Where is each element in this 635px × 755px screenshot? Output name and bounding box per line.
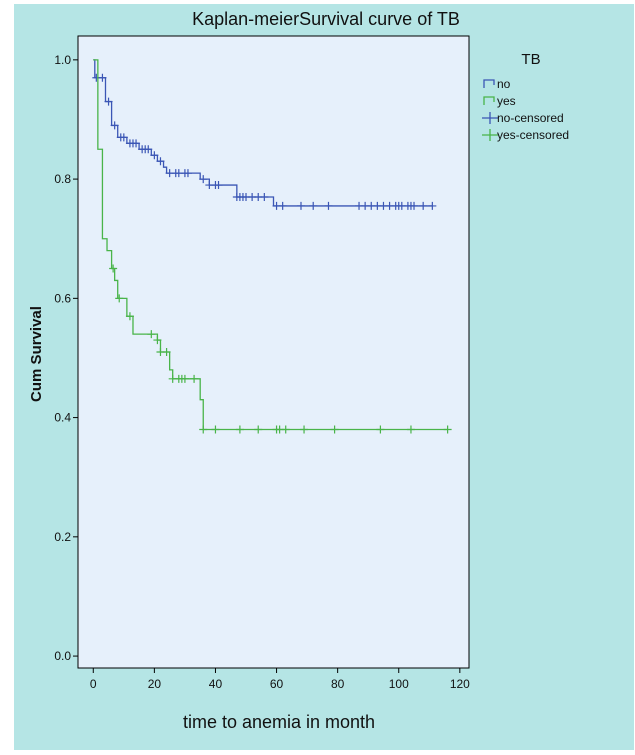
y-axis-label: Cum Survival	[28, 306, 45, 402]
censor-mark-yes	[330, 425, 339, 434]
censor-mark-yes	[376, 425, 385, 434]
y-tick-label: 1.0	[54, 53, 71, 67]
censor-mark-yes	[281, 425, 290, 434]
censor-mark-yes	[153, 336, 162, 345]
legend-swatch-no	[483, 79, 495, 88]
x-tick-label: 80	[331, 677, 345, 691]
x-axis: 0 20 40 60 80 100 120	[90, 668, 470, 691]
censor-mark-yes	[254, 425, 263, 434]
legend-label-yes-censored: yes-censored	[497, 128, 569, 142]
censor-mark-no	[214, 181, 223, 190]
censor-mark-yes	[125, 312, 134, 321]
censor-mark-yes	[406, 425, 415, 434]
censor-mark-no	[199, 175, 208, 184]
censor-mark-yes	[443, 425, 452, 434]
censor-mark-yes	[300, 425, 309, 434]
censor-mark-no	[98, 73, 107, 82]
x-axis-label: time to anemia in month	[183, 712, 375, 732]
chart-title: Kaplan-meierSurvival curve of TB	[192, 9, 460, 29]
legend: TB no yes no-censored yes-censored	[482, 51, 569, 142]
legend-swatch-yes	[483, 96, 495, 105]
censor-mark-yes	[180, 374, 189, 383]
censor-mark-no	[324, 201, 333, 210]
censor-mark-no	[119, 133, 128, 142]
x-tick-label: 120	[450, 677, 470, 691]
censor-mark-no	[132, 139, 141, 148]
x-tick-label: 100	[389, 677, 409, 691]
chart-root: Kaplan-meierSurvival curve of TB 0 20 40 60…	[14, 4, 634, 750]
censor-mark-no	[428, 201, 437, 210]
censor-mark-no	[410, 201, 419, 210]
censor-mark-yes	[235, 425, 244, 434]
censor-mark-yes	[162, 348, 171, 356]
censor-mark-yes	[109, 264, 118, 273]
x-tick-label: 20	[148, 677, 162, 691]
censor-mark-no	[419, 201, 428, 210]
y-axis: 0.0 0.2 0.4 0.6 0.8 1.0	[54, 53, 78, 663]
x-tick-label: 40	[209, 677, 223, 691]
legend-label-yes: yes	[497, 94, 516, 108]
censor-mark-no	[183, 169, 192, 178]
y-tick-label: 0.6	[54, 291, 71, 305]
censor-mark-no	[110, 121, 119, 130]
legend-swatch-no-censored	[482, 112, 498, 124]
x-tick-label: 60	[270, 677, 284, 691]
censor-mark-no	[104, 97, 113, 106]
y-tick-label: 0.4	[54, 411, 71, 425]
legend-label-no: no	[497, 77, 511, 91]
x-tick-label: 0	[90, 677, 97, 691]
censor-mark-yes	[211, 425, 220, 434]
censor-mark-yes	[147, 330, 156, 339]
y-tick-label: 0.8	[54, 172, 71, 186]
censor-mark-no	[296, 201, 305, 210]
censor-mark-no	[150, 151, 159, 160]
legend-title: TB	[521, 51, 540, 68]
censor-mark-no	[144, 145, 153, 154]
censor-mark-yes	[199, 425, 208, 434]
censor-mark-yes	[115, 294, 124, 303]
censor-mark-no	[278, 201, 287, 210]
y-tick-label: 0.0	[54, 649, 71, 663]
censor-mark-no	[260, 192, 269, 201]
censor-mark-no	[309, 201, 318, 210]
censor-mark-yes	[190, 374, 199, 383]
censor-mark-no	[156, 157, 165, 166]
kaplan-meier-chart: Kaplan-meierSurvival curve of TB 0 20 40 60…	[14, 4, 634, 750]
plot-area	[77, 35, 470, 669]
legend-swatch-yes-censored	[482, 129, 498, 141]
y-tick-label: 0.2	[54, 530, 71, 544]
series-layer	[92, 59, 452, 434]
legend-label-no-censored: no-censored	[497, 111, 564, 125]
